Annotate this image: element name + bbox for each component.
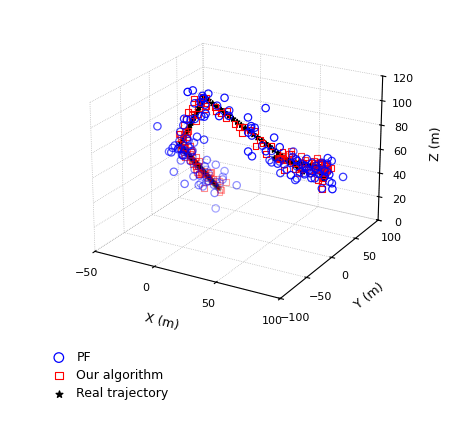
Legend: PF, Our algorithm, Real trajectory: PF, Our algorithm, Real trajectory [51, 351, 169, 400]
X-axis label: X (m): X (m) [144, 311, 180, 332]
Y-axis label: Y (m): Y (m) [353, 281, 387, 312]
